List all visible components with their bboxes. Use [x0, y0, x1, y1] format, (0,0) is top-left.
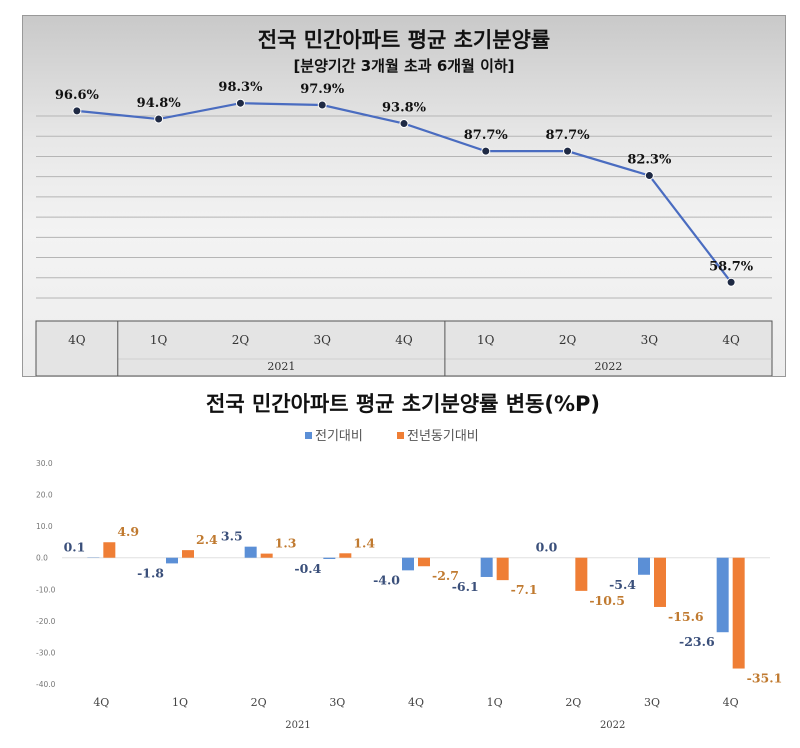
year-label: 2022 [600, 720, 625, 731]
y-tick-label: 10.0 [36, 522, 53, 531]
data-point [317, 100, 327, 110]
x-tick-label: 1Q [487, 696, 503, 709]
data-label: 82.3% [627, 153, 672, 168]
line-chart-svg: 전국 민간아파트 평균 초기분양률 [분양기간 3개월 초과 6개월 이하] 9… [35, 28, 773, 376]
legend: 전기대비 전년동기대비 [305, 429, 479, 444]
bar-yoy [418, 557, 430, 567]
data-label-qoq: -0.4 [294, 561, 321, 576]
data-point [481, 146, 491, 156]
x-tick-label: 4Q [93, 696, 109, 709]
x-tick-label: 4Q [722, 333, 740, 347]
x-tick-label: 1Q [150, 333, 168, 347]
year-label: 2021 [285, 720, 310, 731]
bar-yoy [654, 557, 666, 607]
x-tick-label: 2Q [565, 696, 581, 709]
data-point [726, 277, 736, 287]
y-tick-label: -10.0 [36, 585, 56, 594]
series-line [76, 102, 732, 283]
data-label: 97.9% [300, 82, 345, 97]
x-tick-label: 4Q [395, 333, 413, 347]
bar-chart-title: 전국 민간아파트 평균 초기분양률 변동(%P) [206, 392, 600, 416]
data-point [399, 119, 409, 129]
initial-sales-rate-line-chart-panel: 전국 민간아파트 평균 초기분양률 [분양기간 3개월 초과 6개월 이하] 9… [22, 15, 786, 377]
data-label: 58.7% [709, 259, 754, 274]
data-label-qoq: 0.1 [64, 539, 86, 554]
bar-qoq [244, 546, 257, 558]
x-tick-label: 4Q [408, 696, 424, 709]
data-label: 94.8% [137, 96, 182, 111]
y-tick-label: 30.0 [36, 459, 53, 468]
bar-yoy [339, 553, 352, 558]
data-label: 87.7% [464, 128, 509, 143]
x-tick-label: 1Q [477, 333, 495, 347]
x-tick-label: 2Q [559, 333, 577, 347]
data-label-yoy: 1.3 [275, 536, 297, 551]
bar-yoy [732, 557, 745, 669]
data-label-yoy: 1.4 [353, 535, 375, 550]
data-label-yoy: 4.9 [117, 524, 139, 539]
line-chart-subtitle: [분양기간 3개월 초과 6개월 이하] [293, 57, 514, 75]
bar-yoy [496, 557, 509, 581]
y-tick-label: 0.0 [36, 554, 48, 563]
data-label-yoy: -35.1 [747, 671, 783, 686]
data-label: 98.3% [218, 80, 263, 95]
bar-qoq [402, 557, 414, 571]
bar-yoy [575, 557, 588, 591]
data-point [563, 146, 573, 156]
legend-swatch-qoq [305, 432, 312, 439]
x-tick-label: 2Q [232, 333, 250, 347]
bar-yoy [182, 550, 194, 558]
legend-label-yoy: 전년동기대비 [407, 429, 479, 444]
data-label-yoy: 2.4 [196, 532, 218, 547]
data-label-qoq: -23.6 [679, 634, 715, 649]
y-tick-label: 20.0 [36, 491, 53, 500]
x-tick-label: 1Q [172, 696, 188, 709]
y-tick-label: -30.0 [36, 648, 56, 657]
x-tick-label: 3Q [641, 333, 659, 347]
bar-chart-svg: 전국 민간아파트 평균 초기분양률 변동(%P) 전기대비 전년동기대비 30.… [36, 392, 783, 731]
year-label: 2022 [594, 360, 622, 373]
category-axis-box [35, 320, 773, 376]
year-label: 2021 [267, 360, 295, 373]
bar-qoq [166, 557, 178, 564]
data-point [72, 106, 82, 116]
data-label-qoq: -4.0 [373, 572, 400, 587]
bar-qoq [480, 557, 493, 577]
data-label-qoq: 0.0 [536, 540, 558, 555]
bar-qoq [638, 557, 650, 575]
line-chart-title: 전국 민간아파트 평균 초기분양률 [258, 28, 550, 52]
data-label-yoy: -10.5 [589, 593, 625, 608]
data-label-yoy: -15.6 [668, 609, 704, 624]
data-label: 96.6% [55, 88, 100, 103]
data-label-qoq: -1.8 [137, 565, 164, 580]
legend-swatch-yoy [397, 432, 404, 439]
data-label-yoy: -7.1 [511, 582, 538, 597]
y-tick-label: -40.0 [36, 680, 56, 689]
data-label: 93.8% [382, 101, 427, 116]
data-label-qoq: -6.1 [452, 579, 479, 594]
data-label: 87.7% [546, 128, 591, 143]
x-tick-label: 2Q [251, 696, 267, 709]
x-tick-label: 4Q [723, 696, 739, 709]
bar-qoq [323, 557, 336, 559]
data-label-qoq: 3.5 [221, 529, 243, 544]
data-point [644, 171, 654, 181]
data-point [235, 98, 245, 108]
bar-qoq [716, 557, 729, 633]
data-label-qoq: -5.4 [609, 577, 636, 592]
data-label-yoy: -2.7 [432, 568, 459, 583]
bar-yoy [260, 553, 273, 558]
y-tick-label: -20.0 [36, 617, 56, 626]
x-tick-label: 3Q [644, 696, 660, 709]
x-tick-label: 4Q [68, 333, 86, 347]
data-point [154, 114, 164, 124]
bar-yoy [103, 542, 116, 558]
initial-sales-rate-change-bar-chart-panel: 전국 민간아파트 평균 초기분양률 변동(%P) 전기대비 전년동기대비 30.… [22, 378, 784, 740]
x-tick-label: 3Q [329, 696, 345, 709]
x-tick-label: 3Q [313, 333, 331, 347]
legend-label-qoq: 전기대비 [315, 429, 363, 444]
